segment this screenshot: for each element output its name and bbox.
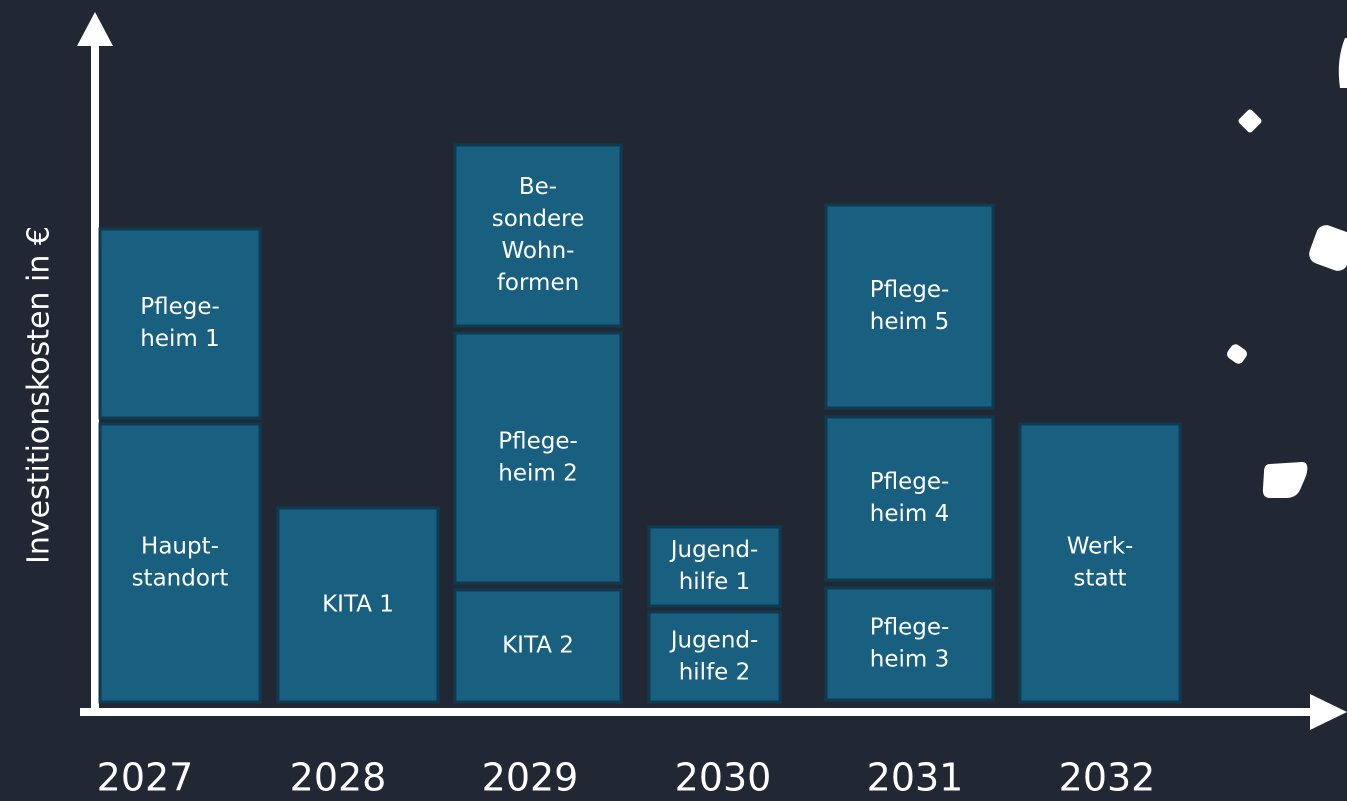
project-block: [1020, 424, 1180, 702]
project-label: Jugend-: [669, 537, 759, 563]
project-label: heim 4: [870, 501, 949, 527]
decor-shape: [1306, 222, 1347, 273]
project-block: [826, 588, 993, 700]
project-block: [100, 229, 260, 418]
project-label: heim 5: [870, 309, 949, 335]
year-label: 2032: [1059, 756, 1156, 800]
project-label: KITA 2: [502, 633, 574, 659]
project-label: heim 2: [498, 461, 577, 487]
year-label: 2031: [867, 756, 964, 800]
project-block: [455, 333, 621, 583]
decor-shape: [1263, 462, 1307, 498]
y-axis-label: Investitionskosten in €: [22, 226, 57, 564]
project-label: Pflege-: [498, 429, 578, 455]
project-label: hilfe 1: [679, 569, 751, 595]
project-label: Jugend-: [669, 628, 759, 654]
project-label: Pflege-: [870, 277, 950, 303]
page: {"y_axis": {"label": "Investitionskosten…: [0, 0, 1347, 801]
project-label: hilfe 2: [679, 660, 751, 686]
project-block: [100, 424, 260, 702]
project-label: formen: [497, 270, 579, 296]
project-label: Pflege-: [870, 469, 950, 495]
project-label: sondere: [492, 206, 584, 232]
project-label: Pflege-: [140, 294, 220, 320]
project-label: standort: [132, 566, 229, 592]
decor-shape: [1225, 342, 1249, 365]
project-label: heim 1: [140, 326, 219, 352]
decor-shape: [1237, 108, 1262, 133]
year-label: 2027: [97, 756, 194, 800]
project-label: KITA 1: [322, 592, 394, 618]
year-label: 2028: [290, 756, 387, 800]
y-axis-arrow: [77, 12, 113, 46]
project-label: Be-: [519, 174, 557, 200]
project-block: [826, 205, 993, 408]
project-label: Pflege-: [870, 615, 950, 641]
project-block: [649, 612, 780, 702]
project-label: statt: [1073, 566, 1126, 592]
decor-shape: [1339, 38, 1347, 88]
project-block: [455, 145, 621, 326]
project-block: [826, 417, 993, 580]
project-label: Wohn-: [502, 238, 575, 264]
year-label: 2029: [482, 756, 579, 800]
project-label: heim 3: [870, 647, 949, 673]
x-axis-arrow: [1310, 694, 1347, 730]
project-label: Haupt-: [141, 534, 219, 560]
project-label: Werk-: [1067, 534, 1134, 560]
diagram: Investitionskosten in € 2027 Haupt-stando…: [0, 0, 1347, 801]
decor: [1225, 38, 1347, 498]
year-label: 2030: [675, 756, 772, 800]
